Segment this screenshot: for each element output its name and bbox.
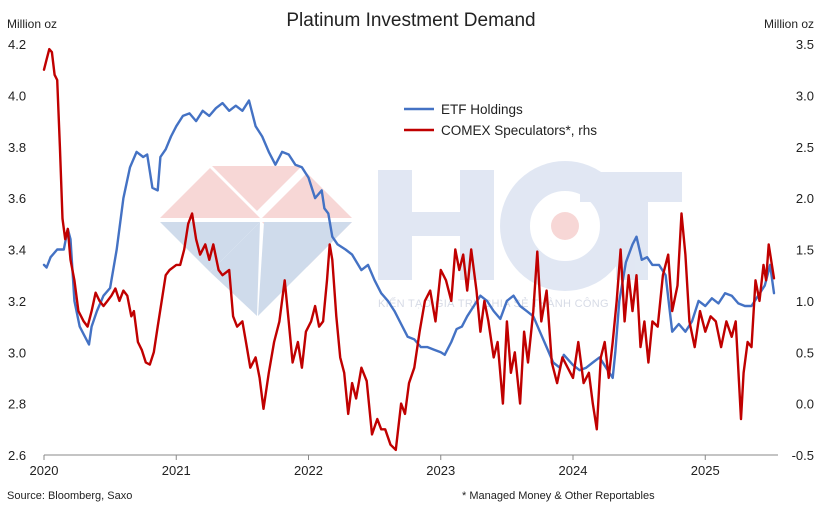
y-right-tick-label: 0.5 bbox=[796, 345, 814, 360]
y-right-tick-label: 2.5 bbox=[796, 140, 814, 155]
x-axis-ticks: 2020 2021 2022 2023 2024 2025 bbox=[30, 455, 720, 478]
y-left-tick-label: 4.2 bbox=[8, 37, 26, 52]
source-note: Source: Bloomberg, Saxo bbox=[7, 490, 132, 502]
y-left-axis-ticks: 2.6 2.8 3.0 3.2 3.4 3.6 3.8 4.0 4.2 bbox=[8, 37, 26, 463]
y-left-unit: Million oz bbox=[7, 17, 57, 31]
y-left-tick-label: 3.4 bbox=[8, 243, 26, 258]
x-tick-label: 2021 bbox=[162, 463, 191, 478]
y-right-tick-label: 3.5 bbox=[796, 37, 814, 52]
x-tick-label: 2022 bbox=[294, 463, 323, 478]
y-left-tick-label: 4.0 bbox=[8, 88, 26, 103]
x-tick-label: 2020 bbox=[30, 463, 59, 478]
y-right-unit: Million oz bbox=[764, 17, 814, 31]
y-right-tick-label: 1.0 bbox=[796, 294, 814, 309]
watermark-logo bbox=[160, 161, 682, 316]
y-left-tick-label: 3.0 bbox=[8, 345, 26, 360]
y-left-tick-label: 2.6 bbox=[8, 448, 26, 463]
y-right-tick-label: 0.0 bbox=[796, 397, 814, 412]
x-tick-label: 2023 bbox=[426, 463, 455, 478]
y-left-tick-label: 3.6 bbox=[8, 191, 26, 206]
legend-label-comex: COMEX Speculators*, rhs bbox=[441, 123, 597, 138]
series-layer bbox=[42, 47, 776, 452]
etf-holdings-line bbox=[42, 99, 776, 380]
y-right-tick-label: 3.0 bbox=[796, 88, 814, 103]
watermark-tagline: KIẾN TẠO GIÁ TRỊ, CHIA SẺ THÀNH CÔNG bbox=[378, 297, 609, 310]
y-left-tick-label: 3.8 bbox=[8, 140, 26, 155]
y-right-tick-label: -0.5 bbox=[792, 448, 814, 463]
x-tick-label: 2025 bbox=[691, 463, 720, 478]
legend: ETF Holdings COMEX Speculators*, rhs bbox=[404, 102, 597, 138]
comex-speculators-line bbox=[42, 47, 776, 452]
chart-title: Platinum Investment Demand bbox=[286, 10, 535, 31]
y-left-tick-label: 3.2 bbox=[8, 294, 26, 309]
footnote: * Managed Money & Other Reportables bbox=[462, 490, 655, 502]
legend-label-etf: ETF Holdings bbox=[441, 102, 523, 117]
x-tick-label: 2024 bbox=[559, 463, 588, 478]
y-right-axis-ticks: -0.5 0.0 0.5 1.0 1.5 2.0 2.5 3.0 3.5 bbox=[792, 37, 814, 463]
y-left-tick-label: 2.8 bbox=[8, 397, 26, 412]
y-right-tick-label: 1.5 bbox=[796, 243, 814, 258]
y-right-tick-label: 2.0 bbox=[796, 191, 814, 206]
